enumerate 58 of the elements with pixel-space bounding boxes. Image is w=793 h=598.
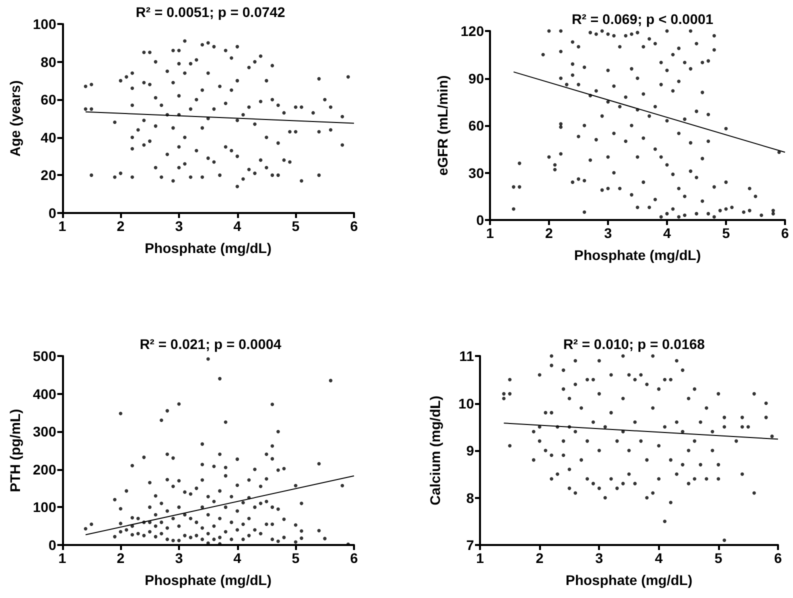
y-axis-title: PTH (pg/mL) [7, 408, 23, 492]
x-tick-label: 5 [292, 218, 300, 234]
x-axis-title: Phosphate (mg/dL) [144, 572, 272, 588]
y-tick-label: 400 [32, 386, 56, 402]
x-tick-label: 5 [714, 550, 722, 566]
y-tick-label: 120 [460, 23, 484, 39]
x-tick-label: 6 [350, 550, 358, 566]
y-tick-label: 40 [40, 129, 56, 146]
x-tick-label: 2 [545, 225, 554, 241]
y-tick-label: 500 [32, 348, 56, 364]
x-tick-label: 1 [58, 218, 66, 234]
y-tick-label: 30 [468, 164, 484, 181]
y-tick-label: 10 [458, 395, 474, 412]
x-tick-label: 5 [722, 225, 730, 241]
x-tick-label: 6 [350, 218, 358, 234]
x-tick-label: 6 [781, 225, 790, 241]
x-tick-label: 2 [536, 550, 544, 566]
x-tick-label: 3 [175, 218, 184, 234]
chart-title: R² = 0.069; p < 0.0001 [572, 11, 714, 27]
y-tick-label: 100 [32, 499, 56, 516]
y-tick-label: 0 [476, 212, 484, 228]
y-axis-title: Age (years) [7, 80, 23, 157]
x-tick-label: 1 [486, 225, 494, 241]
x-tick-label: 2 [116, 218, 125, 234]
x-tick-label: 3 [604, 225, 612, 241]
chart-title: R² = 0.010; p = 0.0168 [563, 336, 706, 352]
chart-title: R² = 0.021; p = 0.0004 [140, 336, 282, 352]
x-tick-label: 4 [233, 218, 242, 234]
x-axis-title: Phosphate (mg/dL) [144, 240, 272, 256]
x-axis-title: Phosphate (mg/dL) [566, 572, 692, 588]
x-tick-label: 4 [663, 225, 672, 241]
x-axis-title: Phosphate (mg/dL) [574, 247, 701, 263]
y-tick-label: 100 [32, 16, 56, 32]
y-axis-title: eGFR (mL/min) [434, 75, 451, 176]
x-tick-label: 1 [476, 550, 484, 566]
x-tick-label: 4 [233, 550, 242, 566]
y-axis-title: Calcium (mg/dL) [427, 396, 443, 506]
x-tick-label: 3 [595, 550, 604, 566]
x-tick-label: 1 [58, 550, 66, 566]
y-tick-label: 7 [466, 537, 474, 553]
x-tick-label: 2 [116, 550, 125, 566]
y-tick-label: 300 [32, 424, 56, 440]
y-tick-label: 200 [32, 461, 56, 478]
y-tick-label: 60 [468, 118, 484, 134]
y-tick-label: 0 [48, 205, 56, 221]
chart-title: R² = 0.0051; p = 0.0742 [136, 4, 286, 20]
y-tick-label: 9 [466, 442, 474, 458]
y-tick-label: 60 [40, 92, 56, 108]
y-tick-label: 80 [40, 54, 56, 70]
x-tick-label: 3 [175, 550, 184, 566]
y-tick-label: 11 [459, 348, 474, 364]
x-tick-label: 4 [654, 550, 663, 566]
y-tick-label: 0 [48, 537, 56, 553]
x-tick-label: 5 [292, 550, 300, 566]
y-tick-label: 90 [468, 70, 484, 86]
y-tick-label: 8 [466, 490, 474, 506]
y-tick-label: 20 [40, 167, 56, 184]
x-tick-label: 6 [774, 550, 782, 566]
